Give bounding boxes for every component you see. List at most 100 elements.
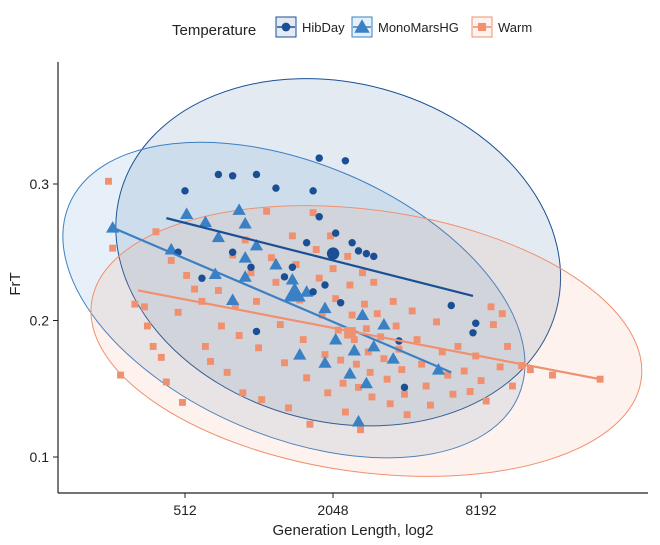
point-monomarshg bbox=[285, 272, 299, 285]
point-warm bbox=[207, 358, 214, 365]
point-warm bbox=[549, 371, 556, 379]
point-warm bbox=[255, 344, 263, 352]
point-warm bbox=[143, 322, 151, 330]
point-warm bbox=[191, 285, 199, 293]
point-hibday bbox=[181, 187, 189, 195]
point-monomarshg bbox=[180, 207, 194, 219]
point-monomarshg bbox=[351, 414, 366, 427]
point-hibday bbox=[302, 238, 311, 247]
point-warm bbox=[306, 420, 314, 428]
point-warm bbox=[482, 397, 490, 405]
point-monomarshg bbox=[208, 267, 222, 280]
point-warm bbox=[526, 366, 534, 374]
legend-key-marker bbox=[281, 22, 291, 32]
legend-item-hibday: HibDay bbox=[275, 16, 345, 38]
legend-item-warm: Warm bbox=[471, 16, 532, 38]
point-hibday bbox=[354, 247, 363, 255]
point-monomarshg bbox=[300, 285, 314, 297]
point-warm bbox=[370, 278, 378, 286]
point-monomarshg bbox=[347, 343, 361, 356]
point-warm bbox=[157, 353, 165, 361]
point-monomarshg bbox=[343, 367, 357, 379]
legend-item-monomarshg: MonoMarsHG bbox=[351, 16, 459, 38]
point-warm bbox=[426, 401, 434, 409]
point-warm bbox=[433, 318, 440, 326]
point-warm bbox=[315, 274, 323, 282]
point-warm bbox=[140, 303, 148, 311]
ellipse-warm bbox=[90, 205, 643, 477]
point-warm bbox=[366, 368, 374, 376]
point-warm bbox=[288, 232, 296, 240]
point-warm bbox=[489, 321, 497, 329]
point-hibday bbox=[288, 263, 297, 271]
point-warm bbox=[403, 411, 411, 419]
point-hibday bbox=[400, 383, 409, 392]
point-warm bbox=[454, 342, 462, 350]
point-warm bbox=[398, 366, 406, 374]
point-warm bbox=[334, 326, 342, 334]
point-warm bbox=[276, 321, 284, 329]
point-warm bbox=[217, 322, 225, 330]
point-warm bbox=[152, 228, 160, 236]
legend-label: Warm bbox=[498, 20, 532, 35]
point-hibday bbox=[280, 273, 289, 281]
point-hibday bbox=[228, 172, 237, 180]
point-warm bbox=[179, 398, 186, 406]
point-warm bbox=[460, 367, 468, 375]
point-warm bbox=[339, 379, 347, 387]
point-warm bbox=[509, 382, 516, 390]
point-warm bbox=[239, 389, 247, 397]
point-monomarshg bbox=[318, 356, 332, 368]
point-hibday bbox=[228, 248, 237, 256]
point-monomarshg bbox=[238, 270, 252, 282]
point-hibday bbox=[272, 184, 280, 192]
point-warm bbox=[324, 389, 332, 397]
y-tick-label: 0.1 bbox=[30, 449, 50, 465]
point-monomarshg bbox=[226, 293, 240, 305]
point-warm bbox=[346, 281, 354, 289]
point-warm bbox=[235, 332, 243, 339]
point-monomarshg bbox=[377, 317, 391, 330]
point-warm bbox=[413, 336, 421, 344]
point-warm bbox=[318, 311, 326, 319]
point-warm bbox=[258, 396, 266, 404]
point-warm bbox=[332, 295, 340, 303]
point-warm bbox=[167, 256, 175, 264]
point-warm bbox=[109, 244, 117, 252]
point-warm bbox=[466, 388, 474, 395]
point-hibday bbox=[362, 249, 371, 258]
point-warm bbox=[321, 351, 329, 359]
point-warm bbox=[449, 390, 457, 398]
x-tick-label: 512 bbox=[173, 502, 197, 518]
point-warm bbox=[438, 348, 446, 356]
trend-line-warm bbox=[137, 289, 601, 381]
point-warm bbox=[312, 246, 320, 253]
point-warm bbox=[183, 272, 191, 279]
point-warm bbox=[272, 278, 280, 286]
point-warm bbox=[241, 236, 249, 244]
point-monomarshg bbox=[359, 376, 373, 389]
point-monomarshg bbox=[355, 308, 370, 320]
point-warm bbox=[352, 360, 360, 368]
point-warm bbox=[149, 342, 157, 350]
point-hibday bbox=[321, 281, 329, 289]
y-tick-label: 0.3 bbox=[30, 176, 50, 192]
point-hibday bbox=[214, 170, 223, 179]
point-warm bbox=[299, 336, 307, 344]
centroid-hibday bbox=[326, 247, 340, 260]
x-axis-title: Generation Length, log2 bbox=[273, 522, 434, 539]
x-tick-label: 2048 bbox=[317, 502, 348, 518]
point-monomarshg bbox=[232, 203, 246, 215]
point-hibday bbox=[447, 301, 455, 310]
point-warm bbox=[285, 404, 292, 412]
point-warm bbox=[383, 375, 391, 383]
point-warm bbox=[444, 371, 452, 379]
point-warm bbox=[292, 261, 300, 268]
point-warm bbox=[408, 307, 416, 315]
point-warm bbox=[231, 302, 239, 309]
point-warm bbox=[487, 303, 495, 311]
point-monomarshg bbox=[431, 363, 446, 375]
point-monomarshg bbox=[238, 216, 252, 229]
point-warm bbox=[281, 359, 288, 367]
